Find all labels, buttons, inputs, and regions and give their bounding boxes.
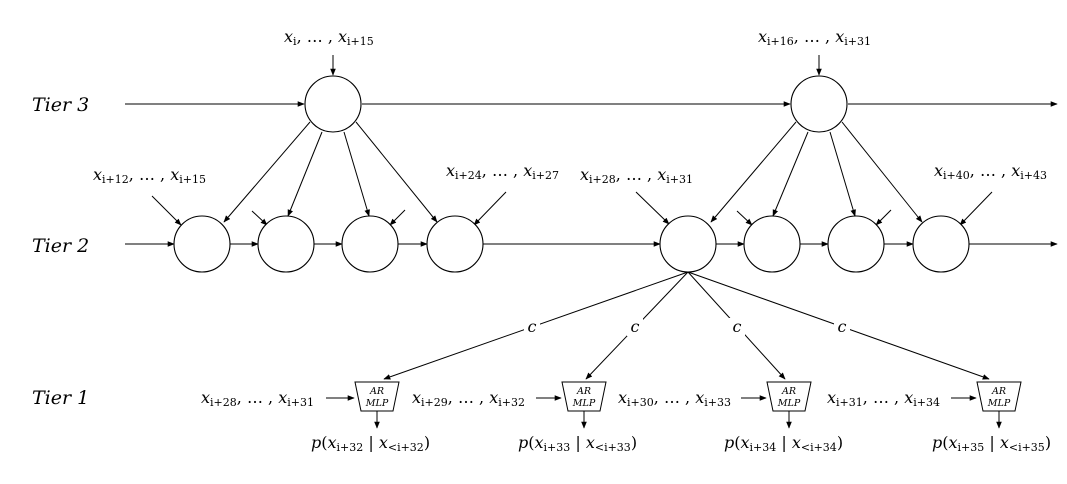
tier3-to-tier2-arrow (343, 131, 370, 217)
tier2-stub-arrow (736, 210, 753, 226)
edge-label-c: c (631, 317, 640, 336)
edge-label-c: c (838, 317, 847, 336)
tier2-stub-arrow (875, 209, 892, 226)
tier2-node (912, 215, 970, 273)
edge-label-bg (627, 318, 643, 336)
tier2-input-arrow (959, 191, 993, 226)
svg-text:MLP: MLP (777, 398, 801, 409)
tier3-to-tier2-arrow (829, 131, 856, 217)
tier2-input-label: xi+28, … , xi+31 (580, 165, 693, 186)
tier3-node (304, 75, 362, 133)
tier-2-label: Tier 2 (32, 235, 89, 257)
output-probability: p(xi+35 | x<i+35) (932, 433, 1051, 454)
tier1-input-label: xi+31, … , xi+34 (827, 388, 940, 409)
tier2-node (659, 215, 717, 273)
tier2-input-label: xi+12, … , xi+15 (93, 165, 206, 186)
edge-label-c: c (528, 317, 537, 336)
tier3-to-tier2-arrow (287, 131, 323, 217)
tier3-input-label: xi+16, … , xi+31 (758, 27, 871, 48)
svg-text:MLP: MLP (365, 398, 389, 409)
tier3-to-tier2-arrow (841, 121, 923, 223)
tier1-input-label: xi+28, … , xi+31 (201, 388, 314, 409)
ar-mlp-block: AR MLP (561, 381, 607, 412)
edge-label-c: c (733, 317, 742, 336)
svg-text:AR: AR (781, 386, 796, 397)
tier2-node (743, 215, 801, 273)
tier3-to-tier2-arrow (223, 121, 311, 223)
tier2-node (341, 215, 399, 273)
output-probability: p(xi+32 | x<i+32) (311, 433, 430, 454)
tier2-stub-arrow (251, 210, 268, 226)
tier3-to-tier2-arrow (355, 121, 438, 223)
tier2-input-arrow (635, 191, 670, 225)
tier1-input-label: xi+30, … , xi+33 (618, 388, 731, 409)
tier3-node (790, 75, 848, 133)
svg-text:AR: AR (576, 386, 591, 397)
tier2-node (827, 215, 885, 273)
edge-label-bg (834, 318, 850, 336)
tier3-input-label: xi, … , xi+15 (284, 27, 374, 48)
tier2-node (173, 215, 231, 273)
tier-3-label: Tier 3 (32, 94, 89, 116)
svg-text:MLP: MLP (572, 398, 596, 409)
edge-label-bg (524, 318, 540, 336)
tier2-input-label: xi+24, … , xi+27 (446, 161, 559, 182)
output-probability: p(xi+33 | x<i+33) (518, 433, 637, 454)
tier3-to-tier2-arrow (710, 121, 797, 223)
output-probability: p(xi+34 | x<i+34) (724, 433, 843, 454)
tier2-node (257, 215, 315, 273)
ar-mlp-block: AR MLP (976, 381, 1022, 412)
svg-text:AR: AR (369, 386, 384, 397)
svg-text:MLP: MLP (987, 398, 1011, 409)
tier2-input-label: xi+40, … , xi+43 (934, 161, 1047, 182)
ar-mlp-block: AR MLP (354, 381, 400, 412)
tier3-to-tier2-arrow (772, 131, 809, 217)
edge-label-bg (729, 318, 745, 336)
ar-mlp-block: AR MLP (766, 381, 812, 412)
svg-text:AR: AR (991, 386, 1006, 397)
tier1-input-label: xi+29, … , xi+32 (412, 388, 525, 409)
tier2-input-arrow (151, 195, 182, 226)
tier2-input-arrow (473, 191, 507, 226)
tier-1-label: Tier 1 (32, 387, 89, 409)
tier2-node (426, 215, 484, 273)
tier2-stub-arrow (389, 209, 406, 226)
